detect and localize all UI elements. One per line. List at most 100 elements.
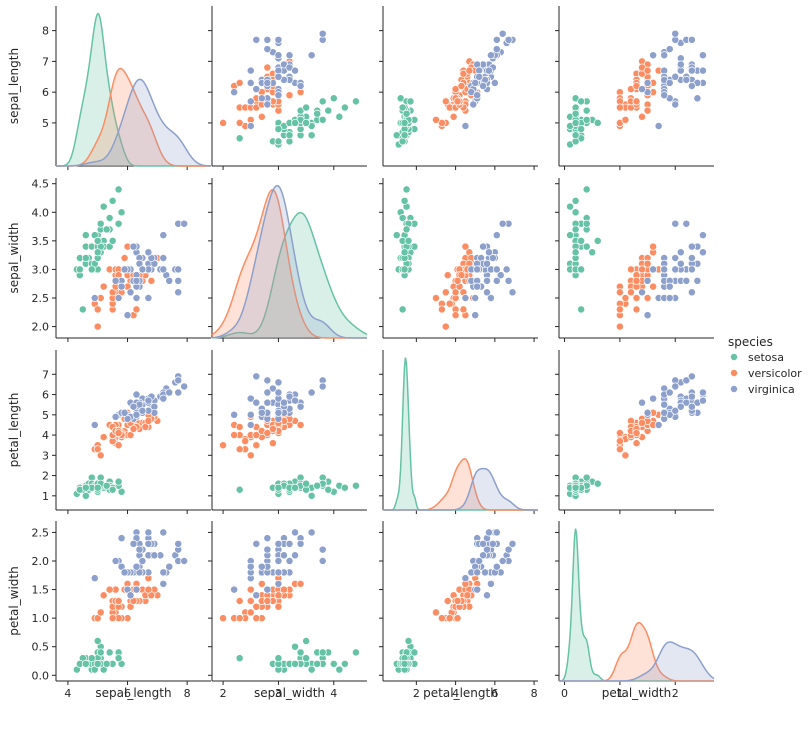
point-setosa: [78, 305, 87, 314]
point-setosa: [93, 637, 102, 645]
point-virginica: [486, 51, 495, 60]
point-virginica: [687, 265, 696, 274]
point-versicolor: [615, 429, 624, 437]
point-versicolor: [632, 97, 641, 106]
point-virginica: [649, 51, 658, 60]
point-setosa: [274, 483, 283, 492]
point-setosa: [324, 106, 333, 115]
point-setosa: [571, 118, 580, 127]
point-virginica: [291, 551, 299, 560]
point-virginica: [461, 574, 470, 583]
point-virginica: [483, 276, 491, 285]
panel-petal_width-vs-petal_width: 0 1 2: [555, 521, 715, 700]
point-virginica: [174, 376, 183, 385]
point-setosa: [102, 481, 111, 490]
point-setosa: [577, 305, 586, 314]
point-setosa: [313, 659, 322, 668]
point-versicolor: [453, 276, 462, 285]
y-axis-label-sepal_width: sepal_width: [7, 222, 21, 293]
point-virginica: [473, 282, 482, 291]
point-virginica: [159, 254, 168, 262]
point-virginica: [671, 382, 680, 391]
point-setosa: [571, 196, 580, 205]
point-versicolor: [621, 115, 630, 124]
point-setosa: [291, 642, 299, 651]
point-virginica: [117, 534, 126, 543]
point-virginica: [252, 372, 261, 381]
point-setosa: [400, 196, 409, 205]
point-virginica: [698, 396, 707, 405]
point-virginica: [257, 408, 266, 417]
point-versicolor: [235, 78, 244, 87]
point-versicolor: [132, 305, 141, 314]
point-setosa: [108, 196, 117, 205]
kde-line-virginica: [56, 78, 212, 167]
legend: species setosa versicolor virginica: [728, 335, 802, 396]
point-setosa: [99, 202, 108, 211]
point-virginica: [111, 557, 120, 565]
point-setosa: [117, 208, 126, 217]
point-virginica: [643, 78, 652, 87]
point-virginica: [483, 288, 491, 297]
point-setosa: [318, 115, 327, 124]
point-setosa: [81, 659, 90, 668]
point-virginica: [291, 528, 299, 537]
point-versicolor: [263, 597, 272, 605]
point-virginica: [492, 528, 501, 537]
point-virginica: [129, 242, 138, 251]
point-setosa: [75, 265, 84, 274]
point-virginica: [485, 248, 493, 257]
legend-marker-virginica: [730, 385, 738, 393]
point-setosa: [406, 97, 415, 106]
labels-layer: sepal_length sepal_width petal_length petal…: [7, 48, 671, 700]
point-virginica: [461, 122, 470, 130]
point-setosa: [93, 236, 102, 245]
point-virginica: [274, 557, 283, 565]
point-virginica: [274, 378, 283, 387]
point-setosa: [582, 185, 591, 194]
point-virginica: [479, 82, 488, 90]
point-setosa: [274, 137, 283, 146]
point-virginica: [508, 288, 517, 297]
point-virginica: [263, 78, 272, 87]
point-virginica: [671, 254, 680, 262]
point-versicolor: [219, 614, 228, 623]
point-virginica: [508, 539, 517, 548]
point-setosa: [87, 265, 96, 274]
point-virginica: [486, 579, 495, 588]
point-virginica: [318, 29, 327, 38]
point-setosa: [235, 654, 244, 663]
point-setosa: [400, 265, 409, 274]
panel-sepal_width-vs-petal_length: [379, 178, 538, 342]
point-virginica: [318, 557, 327, 565]
point-virginica: [246, 420, 255, 429]
point-setosa: [329, 94, 338, 103]
legend-marker-versicolor: [730, 369, 738, 377]
point-virginica: [263, 534, 272, 543]
x-tick-label: 4: [64, 687, 71, 700]
panel-petal_length-vs-sepal_width: [208, 350, 367, 514]
point-virginica: [318, 545, 327, 554]
point-virginica: [492, 45, 501, 54]
point-versicolor: [114, 429, 123, 437]
point-versicolor: [457, 271, 466, 280]
point-setosa: [114, 477, 123, 486]
point-versicolor: [649, 282, 658, 291]
point-virginica: [665, 282, 674, 291]
point-virginica: [246, 66, 255, 75]
point-setosa: [340, 483, 349, 492]
point-virginica: [488, 254, 497, 262]
point-setosa: [351, 97, 360, 106]
point-virginica: [132, 390, 141, 399]
point-setosa: [318, 648, 327, 657]
point-versicolor: [257, 112, 266, 121]
point-virginica: [660, 91, 669, 100]
point-setosa: [302, 118, 311, 127]
point-setosa: [582, 242, 591, 251]
y-axis-label-sepal_length: sepal_length: [7, 48, 21, 124]
point-virginica: [180, 382, 189, 391]
point-versicolor: [643, 106, 652, 115]
point-setosa: [105, 214, 114, 222]
point-setosa: [313, 109, 322, 118]
